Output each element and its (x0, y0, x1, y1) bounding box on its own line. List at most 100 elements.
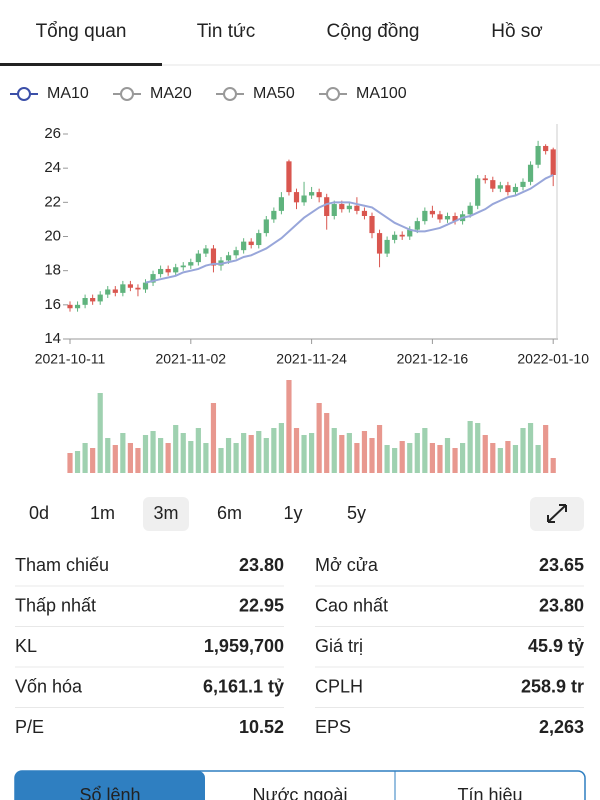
legend-label[interactable]: MA100 (356, 85, 407, 102)
legend-label[interactable]: MA50 (253, 85, 295, 102)
candle-body (105, 289, 111, 295)
expand-icon (547, 504, 567, 523)
volume-bar (158, 438, 164, 473)
candle-body (97, 294, 103, 302)
stat-label: P/E (15, 717, 44, 737)
volume-bar (293, 428, 300, 473)
volume-bar (376, 425, 383, 473)
stat-label: Giá trị (315, 636, 363, 656)
volume-bar (346, 433, 352, 473)
stat-label: Cao nhất (315, 595, 388, 615)
candle-body (127, 284, 133, 288)
volume-bar (543, 425, 549, 473)
candle-body (414, 221, 420, 230)
volume-bar (286, 380, 292, 473)
candle-body (369, 216, 375, 234)
volume-bar (256, 431, 262, 473)
volume-bar (263, 438, 269, 473)
timeframe[interactable]: 5y (347, 503, 366, 523)
volume-bar (354, 443, 360, 473)
volume-bar (490, 443, 496, 473)
volume-bar (241, 433, 247, 473)
legend-label[interactable]: MA20 (150, 85, 192, 102)
volume-bar (173, 425, 179, 473)
legend-label[interactable]: MA10 (47, 85, 89, 102)
candle-body (444, 216, 451, 220)
x-tick-label: 2021-12-16 (397, 351, 469, 367)
active-tab-underline (0, 63, 162, 66)
volume-bar (429, 443, 435, 473)
candle-body (437, 214, 443, 220)
y-tick-label: 26 (44, 125, 61, 142)
volume-bar (331, 428, 337, 473)
bottom-tab[interactable]: Nước ngoài (253, 785, 348, 800)
legend-marker (17, 87, 31, 101)
bottom-tab[interactable]: Sổ lệnh (79, 785, 140, 800)
stat-label: Mở cửa (315, 555, 379, 575)
y-tick-label: 22 (44, 193, 61, 210)
tab[interactable]: Tổng quan (36, 21, 127, 42)
volume-bar (301, 435, 307, 473)
volume-bar (399, 441, 405, 473)
timeframe[interactable]: 3m (153, 503, 178, 523)
ma10-line (145, 174, 554, 284)
volume-bar (316, 403, 322, 473)
candle-body (527, 164, 534, 182)
volume-bar (97, 393, 103, 473)
timeframe[interactable]: 1y (283, 503, 302, 523)
candle-body (158, 268, 164, 275)
y-tick-label: 20 (44, 227, 61, 244)
volume-bar (384, 445, 390, 473)
candle-body (286, 161, 292, 193)
candle-body (256, 233, 262, 246)
volume-bar (74, 451, 81, 473)
candle-body (309, 192, 315, 196)
volume-bar (339, 435, 345, 473)
candle-body (233, 250, 239, 256)
candle-body (346, 205, 352, 210)
candle-body (74, 304, 81, 309)
candle-body (203, 248, 209, 254)
y-tick-label: 16 (44, 296, 61, 313)
tab[interactable]: Tin tức (197, 21, 255, 42)
timeframe[interactable]: 6m (217, 503, 242, 523)
volume-bar (527, 423, 534, 473)
candle-body (301, 195, 307, 203)
bottom-tab-active (15, 771, 205, 800)
volume-bar (550, 458, 556, 473)
tab[interactable]: Cộng đồng (327, 21, 420, 42)
stat-value: 23.80 (539, 595, 584, 615)
volume-bar (203, 443, 209, 473)
timeframe[interactable]: 1m (90, 503, 115, 523)
volume-bar (278, 423, 284, 473)
stat-label: EPS (315, 717, 351, 737)
volume-bar (195, 428, 201, 473)
candle-body (505, 185, 511, 193)
candle-body (195, 253, 201, 263)
candle-body (429, 210, 435, 215)
bottom-tab[interactable]: Tín hiệu (457, 785, 522, 800)
candle-body (142, 282, 149, 290)
candle-body (512, 186, 519, 193)
stat-value: 10.52 (239, 717, 284, 737)
candle-body (339, 204, 345, 210)
volume-bar (165, 443, 171, 473)
volume-bar (150, 431, 156, 473)
volume-bar (452, 448, 458, 473)
stat-label: CPLH (315, 676, 363, 696)
legend-marker (326, 87, 340, 101)
candle-body (173, 267, 179, 273)
candle-body (399, 234, 405, 237)
candle-body (316, 192, 322, 198)
candle-body (82, 298, 88, 305)
volume-bar (67, 453, 73, 473)
candle-body (150, 274, 156, 283)
timeframe[interactable]: 0d (29, 503, 49, 523)
volume-bar (497, 448, 503, 473)
stat-value: 2,263 (539, 717, 584, 737)
volume-bar (482, 435, 488, 473)
volume-bar (120, 433, 126, 473)
volume-bar (90, 448, 96, 473)
candle-body (422, 210, 428, 222)
tab[interactable]: Hồ sơ (491, 21, 543, 42)
